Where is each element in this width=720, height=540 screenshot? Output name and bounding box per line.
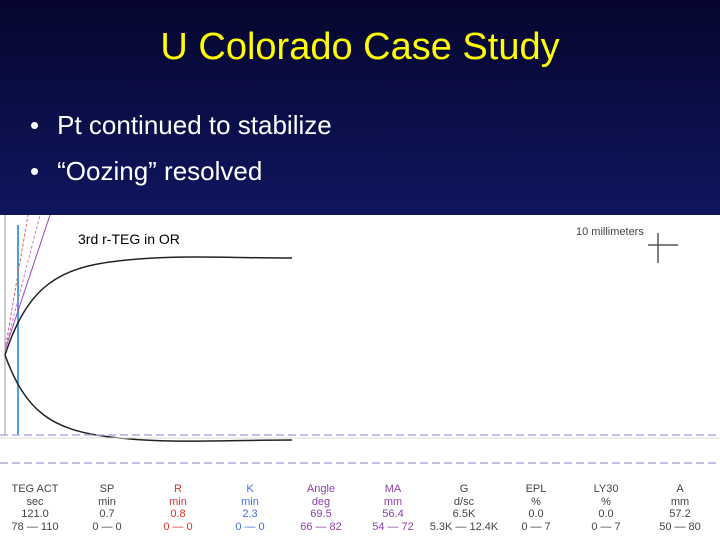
- parameter-unit: min: [241, 495, 259, 508]
- parameter-value: 0.0: [528, 508, 544, 520]
- panel-label: 3rd r-TEG in OR: [78, 231, 180, 247]
- parameter-column: MA mm 56.4 54 — 72: [358, 483, 428, 533]
- parameter-name: EPL: [525, 483, 547, 495]
- parameter-range: 0 — 0: [92, 520, 122, 533]
- bullet: “Oozing” resolved: [30, 156, 262, 187]
- parameter-range: 50 — 80: [659, 520, 701, 533]
- scale-label: 10 millimeters: [576, 226, 644, 238]
- parameter-range: 5.3K — 12.4K: [429, 520, 499, 533]
- parameter-unit: sec: [26, 495, 44, 508]
- parameter-column: LY30% 0.0 0 — 7: [571, 483, 641, 533]
- parameter-unit: d/sc: [453, 495, 475, 508]
- parameter-range: 0 — 0: [163, 520, 193, 533]
- parameter-value: 57.2: [669, 508, 691, 520]
- parameter-range: 0 — 7: [591, 520, 621, 533]
- parameter-value: 69.5: [310, 508, 332, 520]
- parameter-name: Angle: [306, 483, 336, 495]
- parameter-name: TEG ACT: [11, 483, 59, 495]
- parameter-name: R: [174, 483, 182, 495]
- teg-tracing: [0, 215, 720, 464]
- parameter-column: EPL% 0.0 0 — 7: [501, 483, 571, 533]
- parameter-value: 0.8: [170, 508, 186, 520]
- parameter-range: 54 — 72: [372, 520, 414, 533]
- slide-title: U Colorado Case Study: [160, 26, 560, 68]
- parameter-unit: min: [98, 495, 116, 508]
- bullet: Pt continued to stabilize: [30, 110, 332, 141]
- parameter-value: 56.4: [382, 508, 404, 520]
- parameter-value: 0.7: [99, 508, 115, 520]
- parameter-name: K: [246, 483, 254, 495]
- parameter-unit: %: [531, 495, 541, 508]
- parameter-unit: deg: [311, 495, 331, 508]
- parameter-range: 66 — 82: [300, 520, 342, 533]
- parameter-value: 2.3: [242, 508, 258, 520]
- parameter-name: SP: [99, 483, 115, 495]
- parameter-unit: min: [169, 495, 187, 508]
- parameter-column: SP min 0.7 0 — 0: [72, 483, 142, 533]
- parameter-range: 0 — 0: [235, 520, 265, 533]
- parameter-unit: mm: [670, 495, 690, 508]
- parameter-name: A: [676, 483, 684, 495]
- parameter-column: TEG ACT sec 121.0 78 — 110: [0, 483, 70, 533]
- parameter-unit: %: [601, 495, 611, 508]
- parameter-column: Angle deg 69.5 66 — 82: [286, 483, 356, 533]
- parameter-value: 6.5K: [452, 508, 476, 520]
- parameter-value: 0.0: [598, 508, 614, 520]
- parameter-range: 0 — 7: [521, 520, 551, 533]
- parameter-range: 78 — 110: [11, 520, 59, 533]
- parameter-unit: mm: [383, 495, 403, 508]
- parameter-name: MA: [384, 483, 402, 495]
- teg-panel: 3rd r-TEG in OR 10 millimeters TEG ACT se…: [0, 215, 720, 540]
- parameter-value: 121.0: [21, 508, 49, 520]
- parameter-name: G: [459, 483, 469, 495]
- parameter-name: LY30: [593, 483, 619, 495]
